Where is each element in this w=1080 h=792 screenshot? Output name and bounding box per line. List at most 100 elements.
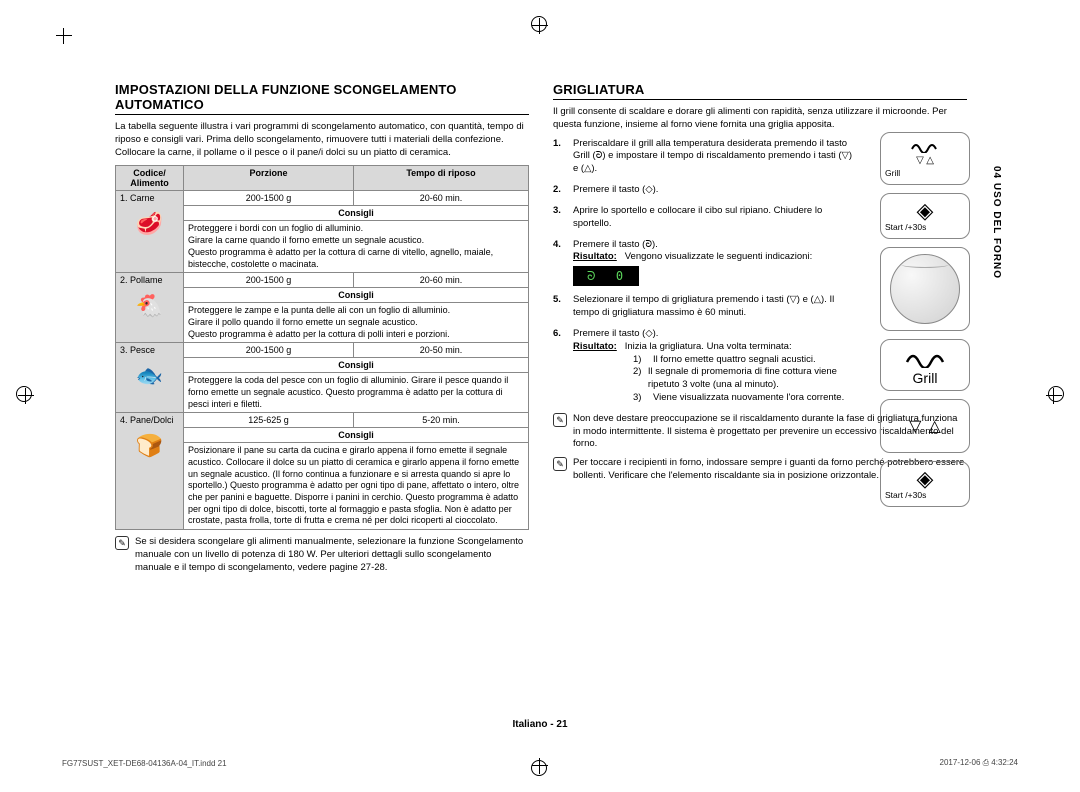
grill-wave-icon [903, 348, 947, 368]
tempo-pane: 5-20 min. [354, 413, 529, 428]
step-3: 3. Aprire lo sportello e collocare il cib… [553, 205, 853, 231]
right-intro: Il grill consente di scaldare e dorare g… [553, 106, 967, 132]
consigli-pane: Posizionare il pane su carta da cucina e… [184, 443, 529, 530]
meat-icon: 🥩 [120, 211, 179, 237]
note-text: Se si desidera scongelare gli alimenti m… [135, 536, 529, 574]
left-heading: IMPOSTAZIONI DELLA FUNZIONE SCONGELAMENT… [115, 82, 529, 115]
sub-num: 3) [633, 392, 647, 405]
step-text: Premere il tasto (ᘐ). Risultato: Vengono… [573, 239, 853, 287]
porzione-carne: 200-1500 g [184, 191, 354, 206]
down-triangle-icon: ▽ [909, 416, 921, 436]
grill-button-illustration: ▽ △ Grill [880, 132, 970, 185]
consigli-pollame: Proteggere le zampe e la punta delle ali… [184, 303, 529, 343]
step-num: 2. [553, 184, 565, 197]
step-text: Premere il tasto (◇). Risultato: Inizia … [573, 328, 853, 405]
step-4-text: Premere il tasto (ᘐ). [573, 239, 658, 250]
code-cell-pane: 4. Pane/Dolci 🍞 [116, 413, 184, 530]
start-button-illustration-2: ◈ Start /+30s [880, 461, 970, 507]
diamond-play-icon: ◈ [885, 200, 965, 222]
porzione-pesce: 200-1500 g [184, 343, 354, 358]
tempo-pollame: 20-60 min. [354, 273, 529, 288]
step-6: 6. Premere il tasto (◇). Risultato: Iniz… [553, 328, 853, 405]
th-code: Codice/ Alimento [116, 166, 184, 191]
step-num: 1. [553, 138, 565, 176]
sub-text: Il forno emette quattro segnali acustici… [653, 354, 816, 367]
grill-label: Grill [885, 168, 965, 178]
step-6-text: Premere il tasto (◇). [573, 328, 658, 339]
bread-icon: 🍞 [120, 433, 179, 459]
step-text: Premere il tasto (◇). [573, 184, 853, 197]
left-intro: La tabella seguente illustra i vari prog… [115, 121, 529, 159]
consigli-header: Consigli [184, 288, 529, 303]
page-content: IMPOSTAZIONI DELLA FUNZIONE SCONGELAMENT… [115, 82, 965, 707]
code-label: 2. Pollame [120, 275, 163, 285]
diamond-play-icon: ◈ [885, 468, 965, 490]
code-label: 3. Pesce [120, 345, 155, 355]
side-tab: 04 USO DEL FORNO [991, 166, 1002, 279]
crop-mark [532, 18, 548, 34]
grill-wave-icon [910, 139, 940, 153]
start-button-illustration: ◈ Start /+30s [880, 193, 970, 239]
result-label: Risultato: [573, 341, 617, 352]
step-1: 1.Preriscaldare il grill alla temperatur… [553, 138, 853, 176]
porzione-pane: 125-625 g [184, 413, 354, 428]
step-num: 6. [553, 328, 565, 405]
consigli-pesce: Proteggere la coda del pesce con un fogl… [184, 373, 529, 413]
left-note: ✎ Se si desidera scongelare gli alimenti… [115, 536, 529, 574]
th-tempo: Tempo di riposo [354, 166, 529, 191]
step-6-sublist: 1) Il forno emette quattro segnali acusti… [633, 354, 853, 405]
tempo-pesce: 20-50 min. [354, 343, 529, 358]
code-label: 1. Carne [120, 193, 155, 203]
consigli-header: Consigli [184, 358, 529, 373]
crop-mark [18, 388, 34, 404]
consigli-carne: Proteggere i bordi con un foglio di allu… [184, 221, 529, 273]
start-label: Start /+30s [885, 490, 965, 500]
code-label: 4. Pane/Dolci [120, 415, 174, 425]
step-5: 5. Selezionare il tempo di grigliatura pr… [553, 294, 853, 320]
display-indicator-icon: ᘐ 0 [573, 266, 639, 286]
result-4-text: Vengono visualizzate le seguenti indicaz… [625, 251, 813, 262]
step-num: 5. [553, 294, 565, 320]
step-4: 4. Premere il tasto (ᘐ). Risultato: Veng… [553, 239, 853, 287]
th-porzione: Porzione [184, 166, 354, 191]
footer-right: 2017-12-06 ⎙ 4:32:24 [940, 758, 1018, 768]
sub-num: 1) [633, 354, 647, 367]
footer-center: Italiano - 21 [0, 719, 1080, 730]
oven-interior-icon [890, 254, 960, 324]
triangle-buttons-illustration: ▽ △ [880, 399, 970, 453]
note-icon: ✎ [553, 413, 567, 427]
step-num: 3. [553, 205, 565, 231]
fish-icon: 🐟 [120, 363, 179, 389]
code-cell-carne: 1. Carne 🥩 [116, 191, 184, 273]
crop-mark [532, 758, 548, 774]
grill-big-illustration: Grill [880, 339, 970, 391]
crop-mark [56, 28, 72, 44]
sub-num: 2) [633, 366, 642, 392]
right-column: GRIGLIATURA Il grill consente di scaldar… [553, 82, 967, 707]
sub-text: Il segnale di promemoria di fine cottura… [648, 366, 853, 392]
note-icon: ✎ [553, 457, 567, 471]
porzione-pollame: 200-1500 g [184, 273, 354, 288]
step-text: Preriscaldare il grill alla temperatura … [573, 138, 853, 176]
right-heading: GRIGLIATURA [553, 82, 967, 100]
poultry-icon: 🐔 [120, 293, 179, 319]
consigli-header: Consigli [184, 206, 529, 221]
up-triangle-icon: △ [926, 155, 934, 166]
step-text: Aprire lo sportello e collocare il cibo … [573, 205, 853, 231]
sub-text: Viene visualizzata nuovamente l'ora corr… [653, 392, 844, 405]
defrost-table: Codice/ Alimento Porzione Tempo di ripos… [115, 165, 529, 530]
consigli-header: Consigli [184, 428, 529, 443]
result-label: Risultato: [573, 251, 617, 262]
tempo-carne: 20-60 min. [354, 191, 529, 206]
step-num: 4. [553, 239, 565, 287]
step-2: 2. Premere il tasto (◇). [553, 184, 853, 197]
step-text: Selezionare il tempo di grigliatura prem… [573, 294, 853, 320]
right-illustration-column: ▽ △ Grill ◈ Start /+30s Grill ▽ △ ◈ Star… [877, 132, 973, 507]
start-label: Start /+30s [885, 222, 965, 232]
footer-left: FG77SUST_XET-DE68-04136A-04_IT.indd 21 [62, 759, 227, 768]
down-triangle-icon: ▽ [916, 155, 924, 166]
oven-illustration [880, 247, 970, 331]
grill-steps: 1.Preriscaldare il grill alla temperatur… [553, 138, 853, 405]
crop-mark [1046, 388, 1062, 404]
code-cell-pollame: 2. Pollame 🐔 [116, 273, 184, 343]
